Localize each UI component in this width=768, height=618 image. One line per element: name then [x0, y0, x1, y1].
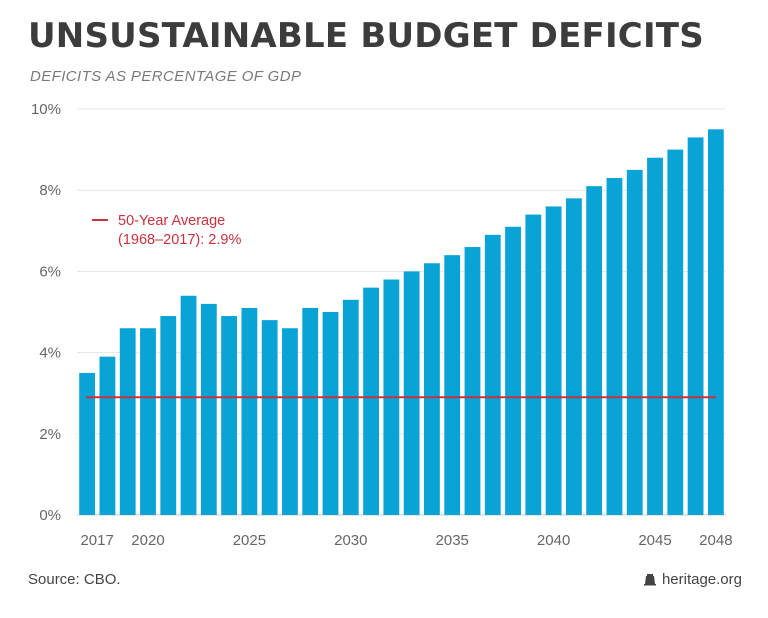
x-tick-label: 2048 — [699, 532, 732, 549]
bar-2039 — [525, 214, 542, 515]
bar-2042 — [586, 186, 603, 515]
bar-2038 — [505, 226, 521, 516]
source-note: Source: CBO. — [28, 571, 121, 588]
bar-2021 — [160, 316, 177, 515]
bar-2026 — [261, 320, 278, 515]
bar-2019 — [119, 328, 136, 515]
bar-2025 — [241, 307, 258, 515]
bar-2040 — [545, 206, 562, 515]
x-tick-label: 2020 — [131, 532, 164, 549]
bar-2045 — [647, 157, 663, 515]
bar-2018 — [99, 356, 116, 515]
bar-2020 — [140, 328, 156, 515]
y-tick-label: 10% — [31, 101, 61, 118]
bar-2044 — [626, 169, 643, 515]
y-tick-label: 8% — [39, 182, 61, 199]
bar-2034 — [424, 263, 440, 515]
bar-2047 — [687, 137, 704, 516]
brand-label: heritage.org — [661, 571, 742, 588]
brand-credit: heritage.org — [643, 571, 742, 588]
bar-2024 — [221, 316, 238, 515]
x-tick-label: 2017 — [80, 532, 113, 549]
bar-2041 — [565, 198, 582, 515]
bar-2043 — [606, 178, 623, 515]
bar-chart: 0%2%4%6%8%10% 2017 2020 2025 2030 2035 2040 20… — [31, 101, 733, 549]
y-tick-label: 0% — [39, 507, 61, 524]
bar-2037 — [484, 234, 501, 516]
bars-layer — [79, 129, 724, 516]
y-tick-label: 4% — [39, 345, 61, 362]
chart-title: UNSUSTAINABLE BUDGET DEFICITS — [28, 16, 704, 56]
bar-2028 — [302, 307, 319, 515]
bar-2048 — [707, 129, 724, 516]
bar-2029 — [322, 312, 339, 515]
bar-2033 — [403, 271, 420, 515]
average-legend: 50-Year Average (1968–2017): 2.9% — [92, 213, 241, 248]
legend-label-line1: 50-Year Average — [118, 213, 225, 229]
chart-subtitle: DEFICITS AS PERCENTAGE OF GDP — [30, 68, 302, 85]
x-tick-label: 2045 — [638, 532, 671, 549]
bar-2022 — [180, 295, 197, 515]
x-tick-label: 2040 — [537, 532, 570, 549]
y-tick-label: 2% — [39, 426, 61, 443]
bar-2031 — [363, 287, 379, 515]
bar-2017 — [79, 372, 96, 515]
bar-2030 — [342, 299, 359, 515]
liberty-bell-icon — [643, 573, 656, 585]
bar-2035 — [444, 255, 461, 515]
x-tick-label: 2025 — [233, 532, 266, 549]
bar-2027 — [282, 328, 298, 515]
x-axis-ticks: 2017 2020 2025 2030 2035 2040 2045 2048 — [80, 532, 732, 549]
y-tick-label: 6% — [39, 263, 61, 280]
bar-2046 — [667, 149, 684, 515]
legend-label-line2: (1968–2017): 2.9% — [118, 232, 241, 248]
x-tick-label: 2030 — [334, 532, 367, 549]
bar-2023 — [200, 303, 217, 515]
bar-2036 — [464, 247, 481, 516]
y-axis-ticks: 0% 2% 4% 6% 8% 10% — [31, 101, 61, 524]
x-tick-label: 2035 — [436, 532, 469, 549]
